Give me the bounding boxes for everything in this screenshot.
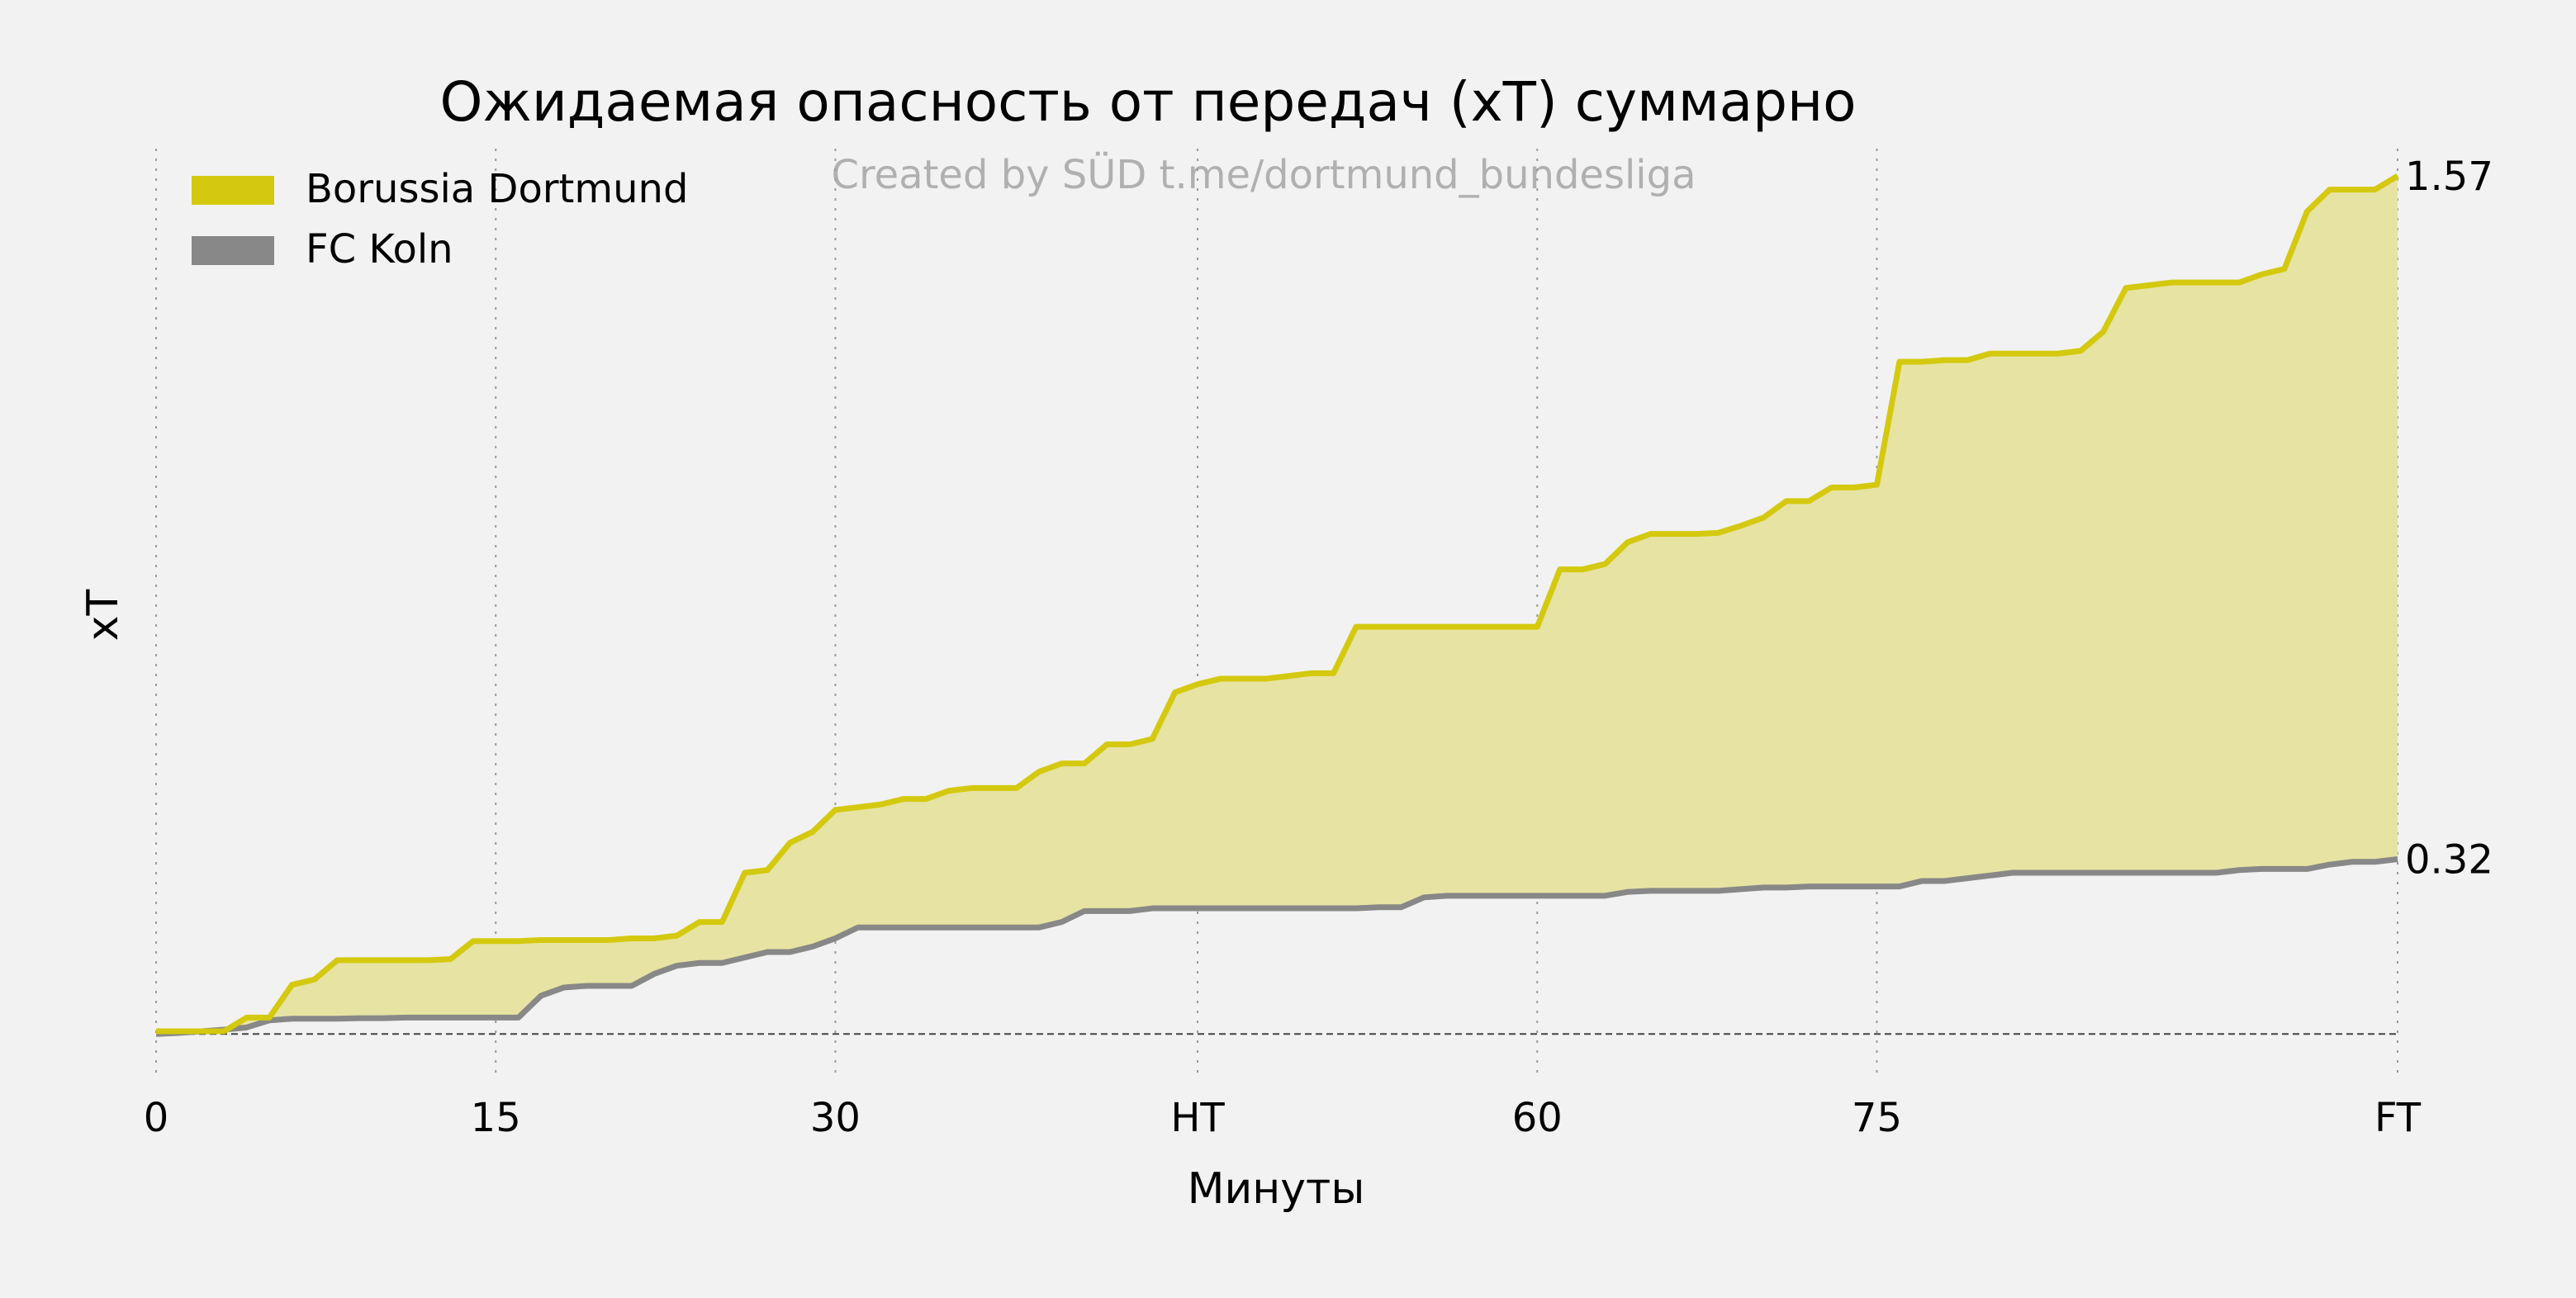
watermark: Created by SÜD t.me/dortmund_bundesliga [831, 152, 1696, 198]
legend-label-fc-koln: FC Koln [306, 226, 453, 272]
x-tick-label-ht: HT [1170, 1095, 1225, 1141]
x-tick-label-15: 15 [471, 1095, 521, 1141]
series-line-borussia-dortmund [156, 173, 2399, 1035]
x-tick-label-75: 75 [1852, 1095, 1902, 1141]
legend-label-borussia-dortmund: Borussia Dortmund [306, 166, 688, 212]
y-axis-label: xT [78, 590, 128, 642]
x-tick-labels: 0 15 30 HT 60 75 FT [144, 1095, 2422, 1141]
series-layer [155, 173, 2399, 1037]
chart-title: Ожидаемая опасность от передач (xT) сумм… [439, 70, 1856, 134]
x-tick-label-0: 0 [144, 1095, 169, 1141]
grid-lines [155, 149, 2398, 1073]
end-label-borussia-dortmund: 1.57 [2405, 154, 2493, 200]
legend-swatch-fc-koln [192, 236, 274, 265]
x-axis-label: Минуты [1188, 1164, 1365, 1214]
x-tick-label-60: 60 [1512, 1095, 1563, 1141]
end-value-labels: 1.57 0.32 [2405, 154, 2493, 883]
x-tick-label-ft: FT [2374, 1095, 2422, 1141]
end-label-fc-koln: 0.32 [2405, 836, 2493, 883]
legend-swatch-borussia-dortmund [192, 176, 274, 205]
legend: Borussia Dortmund FC Koln [192, 166, 688, 272]
area-fill-borussia-dortmund [156, 176, 2398, 1035]
x-tick-label-30: 30 [810, 1095, 861, 1141]
series-line-fc-koln [155, 856, 2398, 1037]
